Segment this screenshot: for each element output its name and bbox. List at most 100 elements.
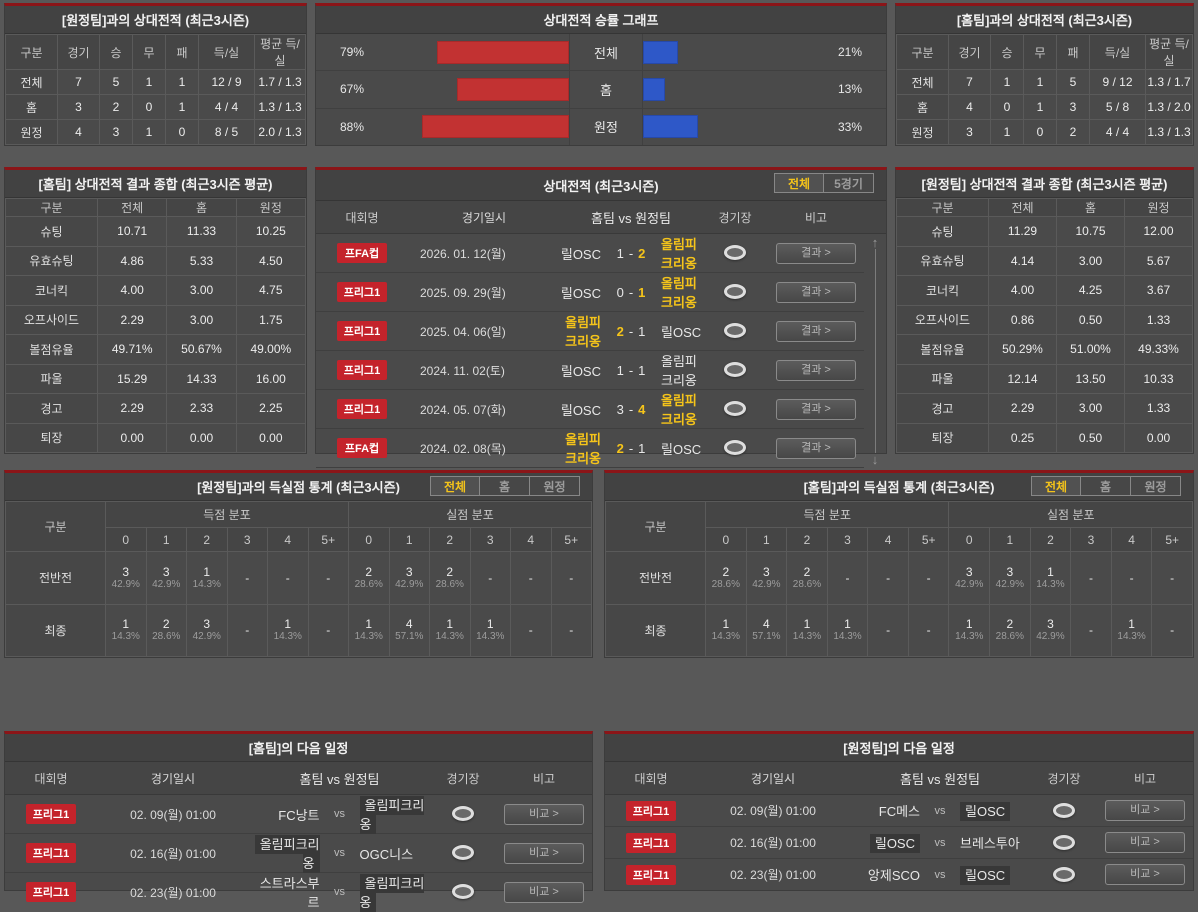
- cell: -: [510, 603, 552, 657]
- cell: 1 14.3%: [826, 603, 869, 657]
- stadium-icon[interactable]: [452, 845, 474, 861]
- result-button[interactable]: 결과 >: [776, 359, 856, 381]
- list-header: 대회명 경기일시 홈팀 vs 원정팀 경기장 비고: [5, 762, 592, 795]
- cell: 3: [948, 119, 991, 145]
- row-label: 오프사이드: [896, 304, 989, 335]
- chart-row: 79% 전체 21%: [316, 34, 886, 72]
- cell: -: [1070, 603, 1112, 657]
- tab-all[interactable]: 전체: [1031, 476, 1081, 496]
- table-row: 최종 1 14.3% 2 28.6% 3 42.9% - 1 14.3% - 1 14.3…: [5, 603, 592, 657]
- row-label: 퇴장: [896, 422, 989, 453]
- right-percent-label: 21%: [837, 45, 862, 60]
- stadium-icon[interactable]: [452, 806, 474, 822]
- cell: -: [1151, 603, 1193, 657]
- column-header: 홈팀 vs 원정팀: [299, 771, 380, 787]
- match-datetime: 02. 09(월) 01:00: [130, 807, 216, 822]
- stadium-icon[interactable]: [724, 440, 746, 456]
- compare-button[interactable]: 비교 >: [1105, 864, 1185, 885]
- vs-label: vs: [334, 808, 345, 820]
- table-row: 파울 15.29 14.33 16.00: [5, 363, 307, 394]
- match-row: 프리그1 2024. 05. 07(화) 릴OSC 3-4 올림피크리옹 결과 …: [316, 390, 864, 429]
- match-date: 2024. 05. 07(화): [420, 402, 506, 417]
- cell: 1 14.3%: [105, 603, 147, 657]
- tab-last5[interactable]: 5경기: [824, 173, 874, 193]
- league-badge: 프FA컵: [337, 438, 387, 458]
- cell: 4: [57, 119, 100, 145]
- home-team: FC낭트: [278, 807, 320, 823]
- bin-header: 2: [786, 527, 828, 552]
- conceded-group-header: 실점 분포: [348, 501, 592, 528]
- column-header: 평균 득/실: [254, 34, 306, 70]
- row-label: 경고: [896, 393, 989, 424]
- column-header: 경기: [948, 34, 991, 70]
- tab-away[interactable]: 원정: [530, 476, 580, 496]
- compare-button[interactable]: 비교 >: [1105, 832, 1185, 853]
- away-team: 브레스투아: [960, 836, 1020, 851]
- tab-all[interactable]: 전체: [774, 173, 824, 193]
- cell: 15.29: [96, 363, 168, 394]
- cell: 12.14: [988, 363, 1057, 394]
- cell: 3.67: [1124, 275, 1193, 306]
- scroll-up-icon[interactable]: ↑: [871, 235, 879, 250]
- stadium-icon[interactable]: [724, 401, 746, 417]
- table-row: 원정 3 1 0 2 4 / 4 1.3 / 1.3: [896, 119, 1193, 145]
- tab-away[interactable]: 원정: [1131, 476, 1181, 496]
- vs-label: vs: [934, 868, 946, 881]
- home-team: 릴OSC: [560, 363, 601, 379]
- stadium-icon[interactable]: [724, 245, 746, 261]
- compare-button[interactable]: 비교 >: [504, 881, 584, 903]
- scroll-down-icon[interactable]: ↓: [871, 452, 879, 467]
- column-header: 홈팀 vs 원정팀: [590, 210, 672, 226]
- bin-header: 1: [745, 527, 788, 552]
- stadium-icon[interactable]: [1053, 866, 1075, 882]
- table-row: 경고 2.29 2.33 2.25: [5, 393, 307, 424]
- row-label: 파울: [896, 363, 989, 394]
- cell: 0.00: [235, 422, 307, 453]
- cell: 2 28.6%: [145, 603, 187, 657]
- stadium-icon[interactable]: [724, 362, 746, 378]
- stadium-icon[interactable]: [1053, 834, 1075, 850]
- tab-home[interactable]: 홈: [480, 476, 530, 496]
- result-button[interactable]: 결과 >: [776, 320, 856, 342]
- result-button[interactable]: 결과 >: [776, 398, 856, 420]
- cell: 2: [99, 94, 133, 120]
- table-row: 슈팅 11.29 10.75 12.00: [896, 216, 1193, 247]
- cell: 0.86: [988, 304, 1057, 335]
- home-score: 3: [616, 401, 624, 417]
- result-button[interactable]: 결과 >: [776, 437, 856, 459]
- stadium-icon[interactable]: [1053, 802, 1075, 818]
- cell: 2.25: [235, 393, 307, 424]
- cell: 3 42.9%: [1029, 603, 1072, 657]
- tab-home[interactable]: 홈: [1081, 476, 1131, 496]
- goal-distribution-table: 구분 득점 분포 실점 분포 0 1 2 3 4 5+ 0 1 2 3 4 5+ 전반전 2 28.6…: [605, 501, 1193, 657]
- away-team: 올림피크리옹: [661, 354, 697, 388]
- result-button[interactable]: 결과 >: [776, 281, 856, 303]
- row-label: 경고: [5, 393, 98, 424]
- scrollbar[interactable]: ↑ ↓: [868, 236, 882, 466]
- compare-button[interactable]: 비교 >: [504, 842, 584, 864]
- stadium-icon[interactable]: [724, 323, 746, 339]
- cell: 4 / 4: [198, 94, 255, 120]
- cell: -: [307, 603, 349, 657]
- away-team-h2h-panel: [원정팀]과의 상대전적 (최근3시즌) 구분 경기 승 무 패 득/실 평균 …: [4, 3, 307, 146]
- tab-all[interactable]: 전체: [430, 476, 480, 496]
- column-header: 득/실: [1089, 34, 1146, 70]
- result-button[interactable]: 결과 >: [776, 242, 856, 264]
- match-row: 프리그1 2025. 09. 29(월) 릴OSC 0-1 올림피크리옹 결과 …: [316, 273, 864, 312]
- match-row: 프리그1 2025. 04. 06(일) 올림피크리옹 2-1 릴OSC 결과 …: [316, 312, 864, 351]
- cell: 2: [1056, 119, 1090, 145]
- compare-button[interactable]: 비교 >: [504, 803, 584, 825]
- row-label: 최종: [5, 603, 106, 657]
- cell: 7: [948, 69, 991, 95]
- compare-button[interactable]: 비교 >: [1105, 800, 1185, 821]
- left-percent-label: 88%: [340, 119, 365, 134]
- away-team-summary-panel: [원정팀] 상대전적 결과 종합 (최근3시즌 평균) 구분 전체 홈 원정 슈…: [895, 167, 1194, 454]
- table-row: 유효슈팅 4.14 3.00 5.67: [896, 245, 1193, 276]
- list-header: 대회명 경기일시 홈팀 vs 원정팀 경기장 비고: [316, 201, 886, 234]
- header-row: 구분 전체 홈 원정: [5, 198, 307, 217]
- bin-header: 4: [867, 527, 909, 552]
- scrollbar-track[interactable]: [874, 249, 876, 453]
- away-team: 릴OSC: [661, 441, 702, 457]
- stadium-icon[interactable]: [724, 284, 746, 300]
- cell: 1.3 / 1.3: [1145, 119, 1193, 145]
